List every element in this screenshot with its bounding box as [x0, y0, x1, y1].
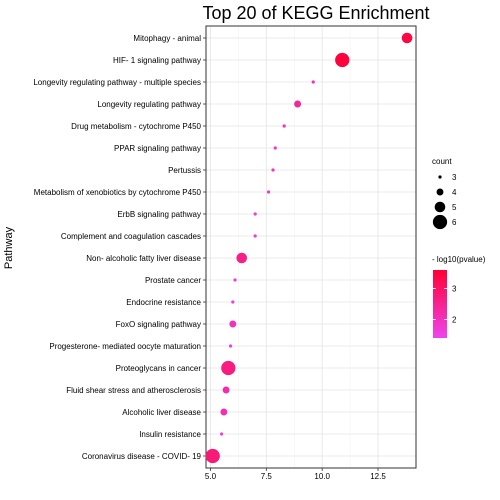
size-legend-dot	[438, 175, 442, 179]
y-tick-label: Progesterone- mediated oocyte maturation	[49, 342, 201, 351]
chart-title: Top 20 of KEGG Enrichment	[202, 3, 429, 23]
size-legend-dot	[432, 214, 448, 230]
color-legend-label: 2	[452, 315, 457, 324]
y-axis-label: Pathway	[3, 226, 15, 269]
x-tick-label: 7.5	[261, 472, 273, 481]
data-point	[229, 320, 237, 328]
y-tick-label: Drug metabolism - cytochrome P450	[71, 122, 201, 131]
y-tick-label: HIF- 1 signaling pathway	[113, 56, 201, 65]
y-tick-label: Mitophagy - animal	[133, 34, 201, 43]
y-tick-label: Longevity regulating pathway	[97, 100, 201, 109]
y-tick-label: Non- alcoholic fatty liver disease	[86, 254, 201, 263]
x-tick-label: 12.5	[370, 472, 386, 481]
x-tick-label: 10.0	[314, 472, 330, 481]
y-tick-label: ErbB signaling pathway	[117, 210, 201, 219]
data-point	[401, 32, 413, 44]
size-legend-label: 6	[452, 218, 457, 227]
plot-area: Mitophagy - animal HIF- 1 signaling pathw…	[33, 25, 417, 481]
y-tick-label: PPAR signaling pathway	[114, 144, 201, 153]
size-legend-title: count	[432, 157, 452, 166]
size-legend-label: 3	[452, 173, 457, 182]
y-tick-label: Pertussis	[168, 166, 201, 175]
data-point	[253, 234, 257, 238]
data-point	[282, 124, 286, 128]
data-point	[311, 80, 315, 84]
data-point	[231, 300, 235, 304]
y-tick-label: Metabolism of xenobiotics by cytochrome …	[34, 188, 202, 197]
size-legend-label: 5	[452, 203, 457, 212]
y-tick-label: Endocrine resistance	[126, 298, 201, 307]
color-legend-bar	[433, 270, 447, 338]
x-tick-label: 5.0	[205, 472, 217, 481]
size-legend-dot	[436, 188, 444, 196]
data-point	[221, 360, 236, 376]
y-tick-label: Fluid shear stress and atherosclerosis	[66, 386, 201, 395]
y-tick-label: Proteoglycans in cancer	[116, 364, 202, 373]
size-legend-label: 4	[452, 188, 457, 197]
size-legend-dot	[434, 201, 446, 213]
data-point	[228, 344, 233, 348]
plot-background	[206, 26, 416, 468]
color-legend-title: - log10(pvalue)	[432, 255, 486, 264]
data-point	[335, 52, 350, 68]
y-tick-label: FoxO signaling pathway	[116, 320, 201, 329]
data-point	[294, 100, 302, 108]
color-legend-label: 3	[452, 285, 457, 294]
y-tick-label: Insulin resistance	[139, 430, 201, 439]
data-point	[266, 190, 271, 194]
data-point	[220, 408, 228, 416]
y-tick-label: Prostate cancer	[145, 276, 201, 285]
data-point	[233, 278, 237, 282]
y-tick-label: Alcoholic liver disease	[122, 408, 201, 417]
data-point	[253, 212, 257, 216]
data-point	[236, 252, 248, 264]
y-tick-label: Coronavirus disease - COVID- 19	[82, 452, 202, 461]
plot-border	[205, 25, 417, 469]
data-point	[271, 168, 275, 172]
data-point	[205, 448, 220, 464]
data-point	[222, 386, 230, 394]
data-point	[273, 146, 277, 150]
data-point	[220, 432, 224, 436]
y-tick-label: Complement and coagulation cascades	[61, 232, 201, 241]
y-tick-label: Longevity regulating pathway - multiple …	[33, 78, 201, 87]
